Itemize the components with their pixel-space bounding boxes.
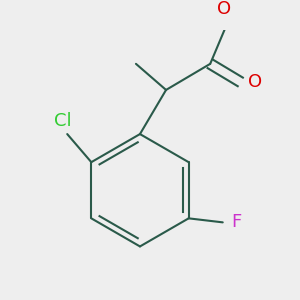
Text: F: F — [231, 213, 241, 231]
Text: Cl: Cl — [54, 112, 72, 130]
Text: O: O — [217, 0, 231, 18]
Text: O: O — [248, 73, 262, 91]
